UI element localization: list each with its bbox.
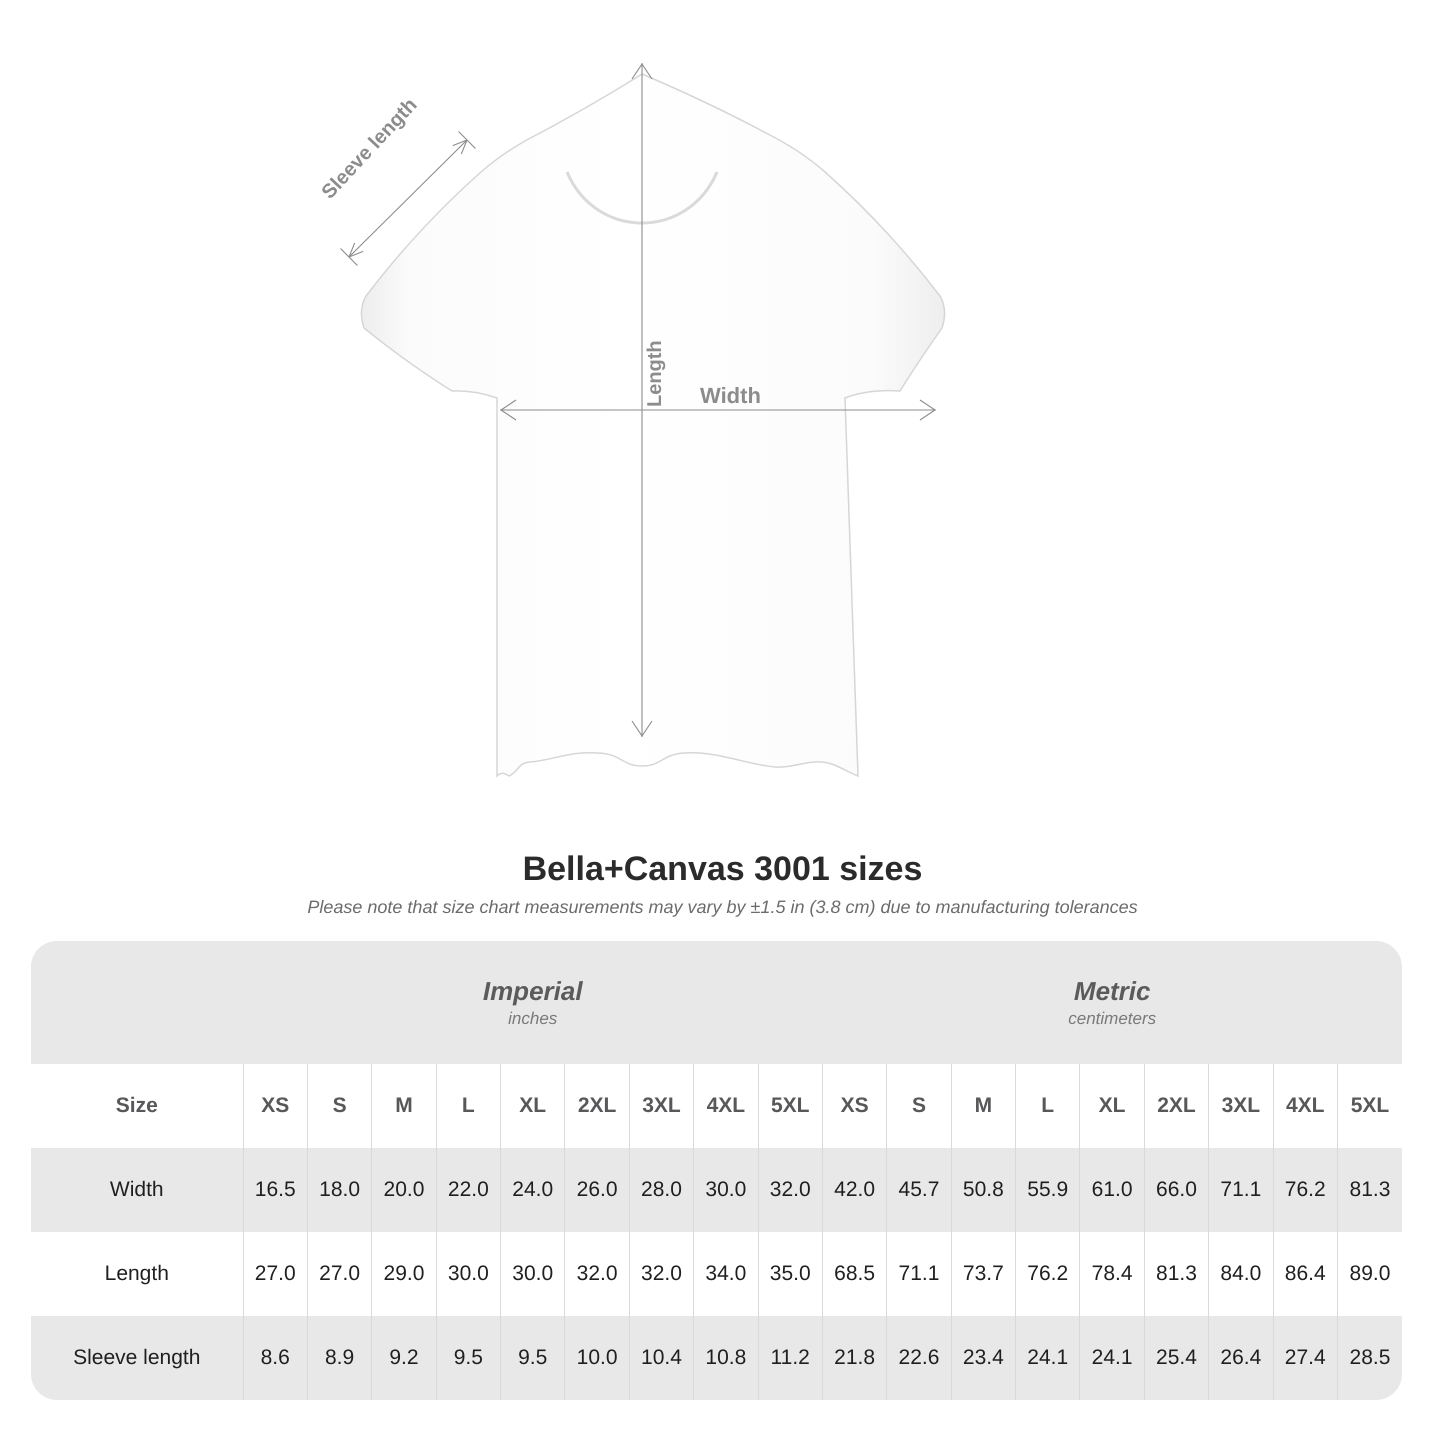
svg-text:Length: Length <box>644 340 666 407</box>
svg-text:Sleeve length: Sleeve length <box>318 94 422 203</box>
svg-text:Width: Width <box>700 383 761 408</box>
